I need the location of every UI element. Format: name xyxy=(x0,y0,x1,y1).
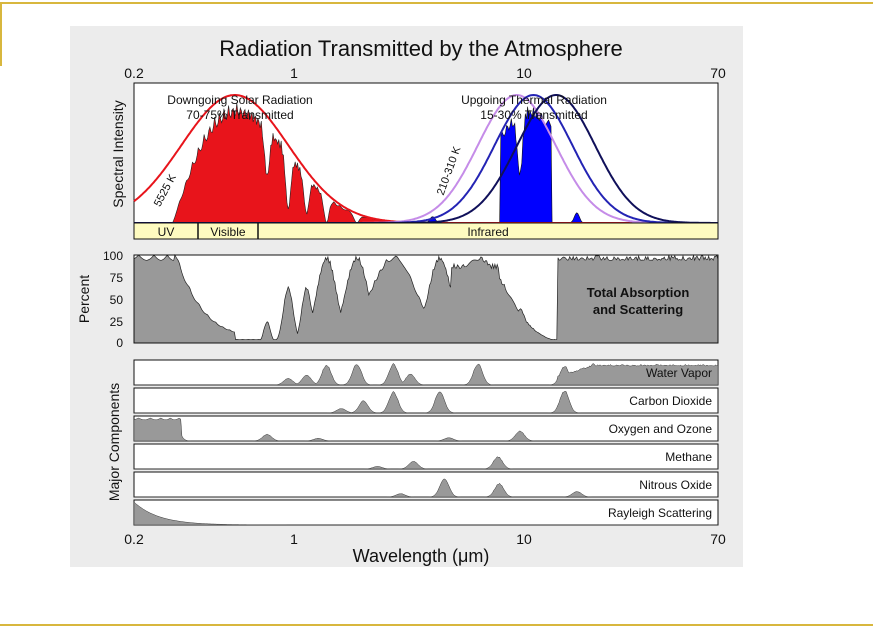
bottom-tick-label-1: 1 xyxy=(290,531,298,547)
band-bar-background xyxy=(133,222,719,240)
component-label-nitrous-oxide: Nitrous Oxide xyxy=(639,478,712,492)
component-row-methane xyxy=(133,443,719,470)
band-label-visible: Visible xyxy=(210,225,245,239)
total-y-tick-75: 75 xyxy=(110,271,124,285)
total-y-tick-100: 100 xyxy=(103,249,123,263)
top-tick-label-1: 1 xyxy=(290,65,298,81)
spectral-y-label: Spectral Intensity xyxy=(110,100,126,207)
component-label-water-vapor: Water Vapor xyxy=(646,366,712,380)
band-bar: UV Visible Infrared xyxy=(133,222,719,240)
total-absorption-fill xyxy=(133,254,719,344)
components-y-label: Major Components xyxy=(106,383,122,501)
component-absorption-water-vapor xyxy=(134,363,719,386)
bottom-accent-rule xyxy=(0,624,873,626)
total-y-tick-0: 0 xyxy=(116,336,123,350)
component-absorption-carbon-dioxide xyxy=(134,391,718,414)
component-absorption-methane xyxy=(134,456,718,470)
band-label-infrared: Infrared xyxy=(467,225,508,239)
component-row-nitrous-oxide xyxy=(133,471,719,498)
total-label-line2: and Scattering xyxy=(593,302,683,317)
total-absorption-panel: Percent 100 75 50 25 0 Total Absorption … xyxy=(76,249,719,350)
bottom-tick-label-10: 10 xyxy=(516,531,532,547)
total-plot-frame xyxy=(133,254,719,344)
component-absorption-oxygen-and-ozone xyxy=(133,417,718,442)
top-tick-label-0.2: 0.2 xyxy=(124,65,144,81)
component-label-methane: Methane xyxy=(665,450,712,464)
major-components-panel: Major Components Water Vapor Carbon Dioxi… xyxy=(106,359,719,526)
component-label-oxygen-and-ozone: Oxygen and Ozone xyxy=(609,422,713,436)
top-tick-label-10: 10 xyxy=(516,65,532,81)
bottom-tick-label-0.2: 0.2 xyxy=(124,531,144,547)
atmosphere-radiation-figure: Radiation Transmitted by the Atmosphere … xyxy=(70,26,743,567)
spectral-panel: Spectral Intensity Downgoing Solar Radia… xyxy=(110,82,719,240)
thermal-label-line2: 15-30% Transmitted xyxy=(480,108,587,122)
top-accent-rule xyxy=(0,2,873,4)
top-tick-labels: 0.2 1 10 70 xyxy=(124,65,726,81)
component-row-oxygen-and-ozone xyxy=(133,415,719,442)
solar-label-line2: 70-75% Transmitted xyxy=(186,108,293,122)
solar-label-line1: Downgoing Solar Radiation xyxy=(167,93,312,107)
bottom-tick-label-70: 70 xyxy=(710,531,726,547)
total-y-label: Percent xyxy=(76,275,92,323)
chart-title: Radiation Transmitted by the Atmosphere xyxy=(219,36,623,61)
component-absorption-rayleigh-scattering xyxy=(133,501,718,526)
component-row-rayleigh-scattering xyxy=(133,499,719,526)
component-row-carbon-dioxide xyxy=(133,387,719,414)
left-accent-rule xyxy=(0,2,2,66)
x-axis-label: Wavelength (μm) xyxy=(353,546,490,566)
component-label-rayleigh-scattering: Rayleigh Scattering xyxy=(608,506,712,520)
total-y-tick-50: 50 xyxy=(110,293,124,307)
chart-svg: Radiation Transmitted by the Atmosphere … xyxy=(76,36,726,566)
top-tick-label-70: 70 xyxy=(710,65,726,81)
bottom-tick-labels: 0.2 1 10 70 xyxy=(124,531,726,547)
band-label-uv: UV xyxy=(158,225,175,239)
total-y-tick-25: 25 xyxy=(110,315,124,329)
component-absorption-nitrous-oxide xyxy=(134,478,718,498)
component-label-carbon-dioxide: Carbon Dioxide xyxy=(629,394,712,408)
total-label-line1: Total Absorption xyxy=(587,285,690,300)
thermal-label-line1: Upgoing Thermal Radiation xyxy=(461,93,607,107)
